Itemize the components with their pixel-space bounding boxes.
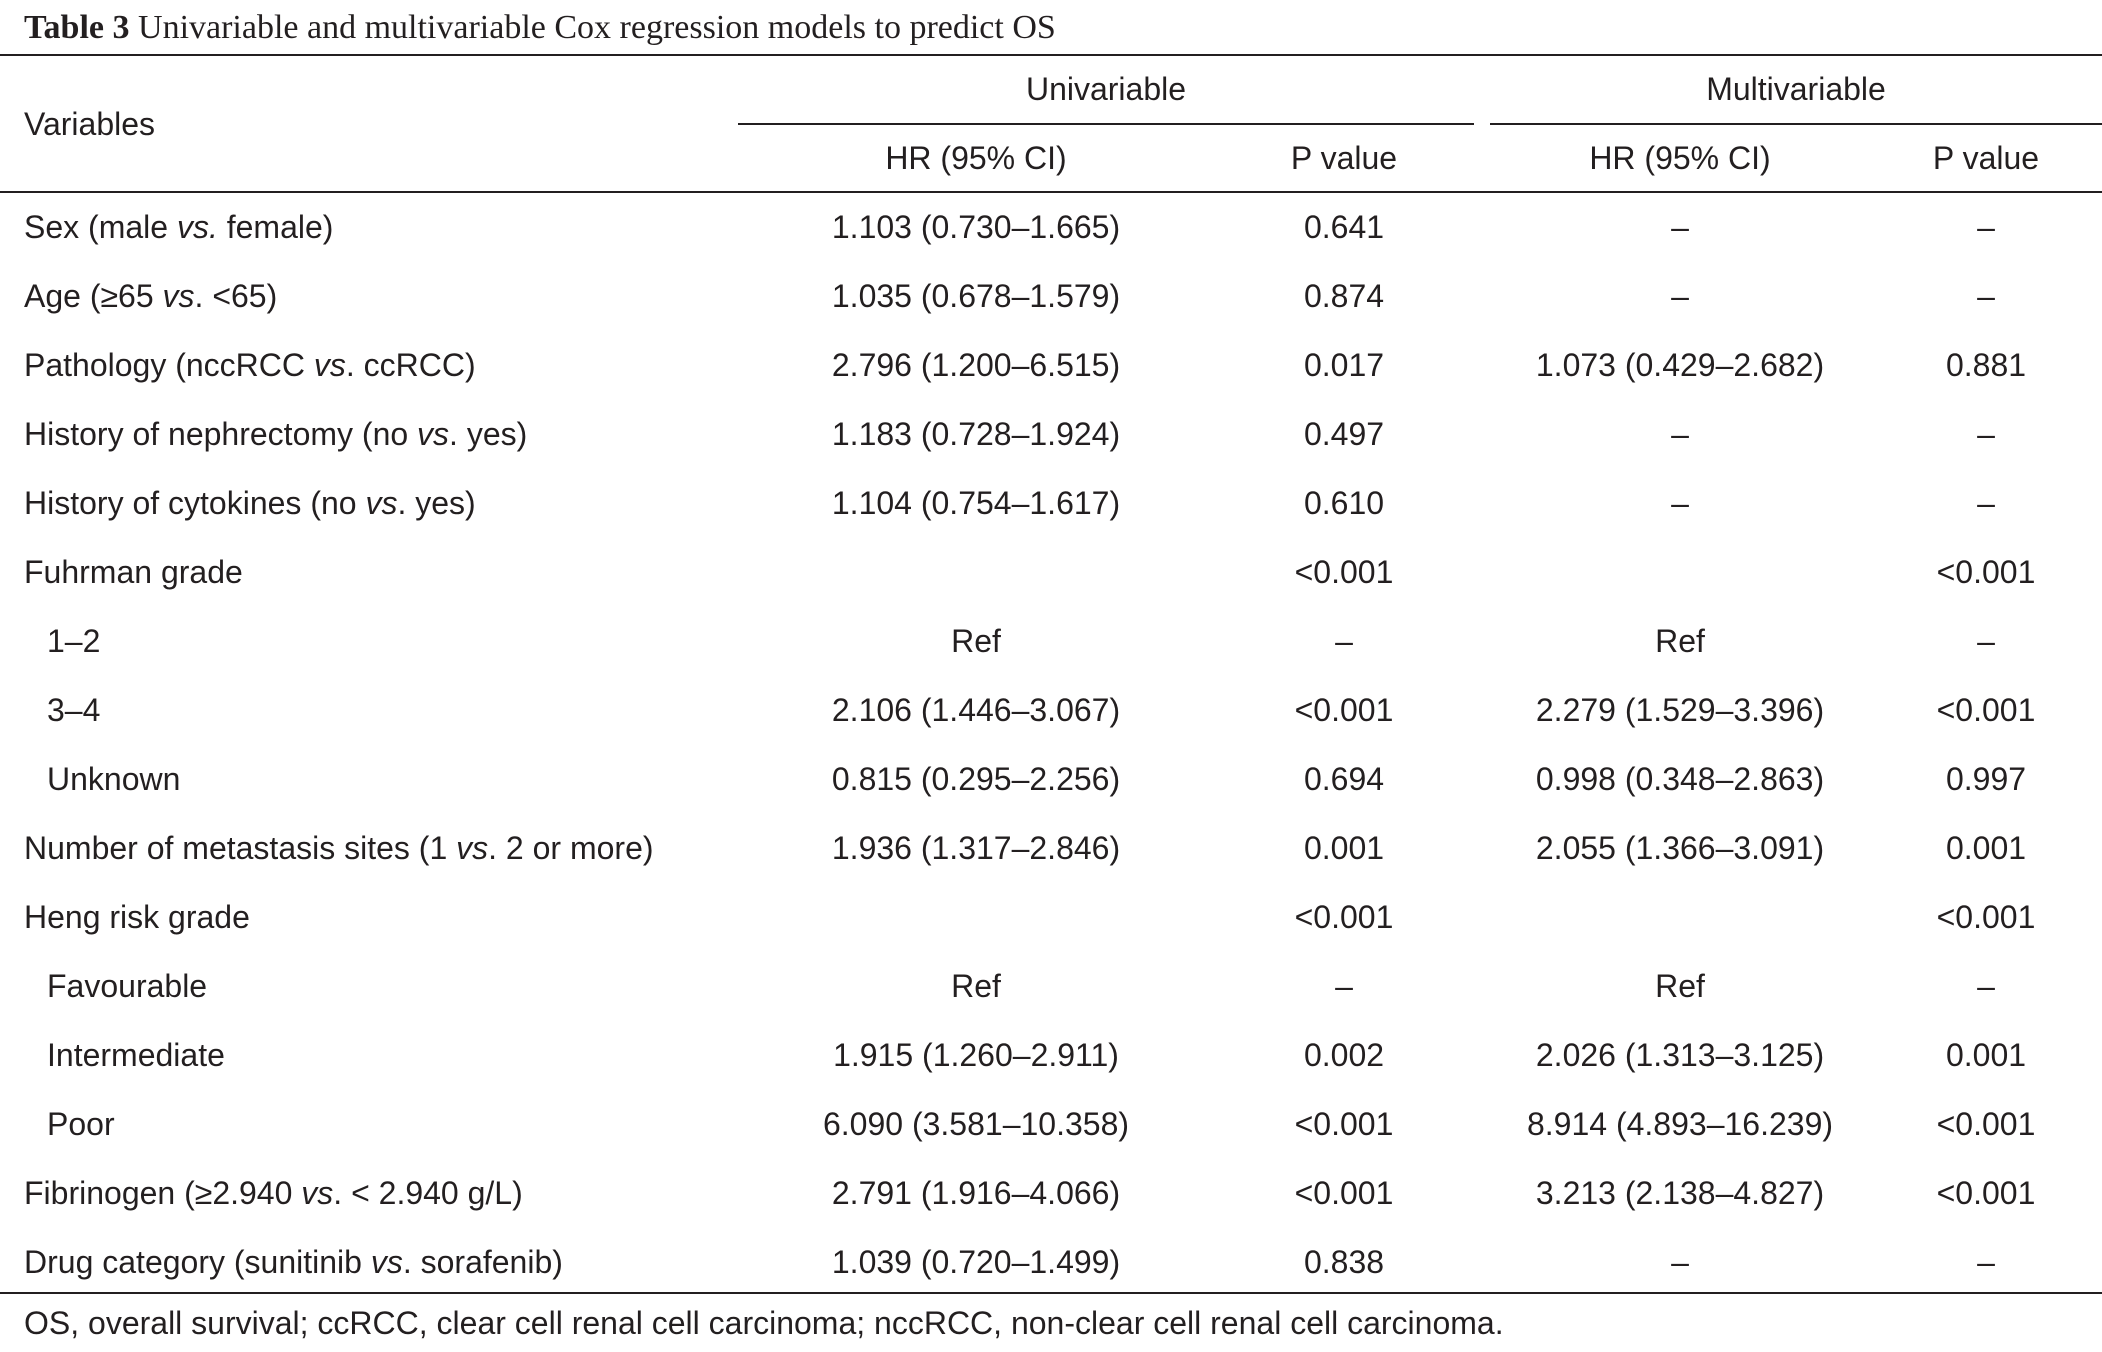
row-variable: Poor xyxy=(47,1105,115,1143)
univariable-p: 0.001 xyxy=(1214,829,1474,867)
univariable-p: <0.001 xyxy=(1214,898,1474,936)
multivariable-p: – xyxy=(1886,208,2086,246)
univariable-p: <0.001 xyxy=(1214,1105,1474,1143)
multivariable-p: – xyxy=(1886,484,2086,522)
multivariable-p: 0.001 xyxy=(1886,1036,2086,1074)
table-caption: Table 3 Univariable and multivariable Co… xyxy=(24,6,1056,50)
univariable-p: 0.641 xyxy=(1214,208,1474,246)
row-variable: Drug category (sunitinib vs. sorafenib) xyxy=(24,1243,563,1281)
univariable-p: 0.610 xyxy=(1214,484,1474,522)
univariable-hr-header: HR (95% CI) xyxy=(738,139,1214,177)
multivariable-hr: – xyxy=(1474,1243,1886,1281)
row-variable: Fuhrman grade xyxy=(24,553,243,591)
multivariable-hr: – xyxy=(1474,415,1886,453)
univariable-hr: Ref xyxy=(738,622,1214,660)
univariable-group-header: Univariable xyxy=(738,70,1474,108)
univariable-hr: 0.815 (0.295–2.256) xyxy=(738,760,1214,798)
univariable-p: 0.874 xyxy=(1214,277,1474,315)
row-variable: Sex (male vs. female) xyxy=(24,208,333,246)
univariable-p: 0.017 xyxy=(1214,346,1474,384)
multivariable-p: – xyxy=(1886,415,2086,453)
top-rule xyxy=(0,54,2102,56)
multivariable-hr: 2.055 (1.366–3.091) xyxy=(1474,829,1886,867)
univariable-p: 0.497 xyxy=(1214,415,1474,453)
multivariable-p: <0.001 xyxy=(1886,553,2086,591)
row-variable: Fibrinogen (≥2.940 vs. < 2.940 g/L) xyxy=(24,1174,523,1212)
table-caption-title: Univariable and multivariable Cox regres… xyxy=(138,9,1056,46)
row-variable: Pathology (nccRCC vs. ccRCC) xyxy=(24,346,476,384)
row-variable: 1–2 xyxy=(47,622,100,660)
univariable-hr: 2.796 (1.200–6.515) xyxy=(738,346,1214,384)
multivariable-hr: 3.213 (2.138–4.827) xyxy=(1474,1174,1886,1212)
multivariable-hr: Ref xyxy=(1474,622,1886,660)
row-variable: 3–4 xyxy=(47,691,100,729)
variables-header: Variables xyxy=(24,105,155,143)
multivariable-hr: 2.026 (1.313–3.125) xyxy=(1474,1036,1886,1074)
multivariable-p: <0.001 xyxy=(1886,691,2086,729)
multivariable-p: <0.001 xyxy=(1886,1105,2086,1143)
multivariable-p: <0.001 xyxy=(1886,898,2086,936)
multivariable-hr: – xyxy=(1474,277,1886,315)
multivariable-p: <0.001 xyxy=(1886,1174,2086,1212)
univariable-hr: 1.936 (1.317–2.846) xyxy=(738,829,1214,867)
univariable-p: 0.838 xyxy=(1214,1243,1474,1281)
multivariable-hr: 8.914 (4.893–16.239) xyxy=(1474,1105,1886,1143)
univariable-hr: 1.104 (0.754–1.617) xyxy=(738,484,1214,522)
univariable-p: 0.694 xyxy=(1214,760,1474,798)
multivariable-p: – xyxy=(1886,967,2086,1005)
row-variable: Favourable xyxy=(47,967,207,1005)
multivariable-hr: Ref xyxy=(1474,967,1886,1005)
multivariable-p: – xyxy=(1886,1243,2086,1281)
univariable-p: <0.001 xyxy=(1214,691,1474,729)
univariable-hr: 1.103 (0.730–1.665) xyxy=(738,208,1214,246)
row-variable: History of nephrectomy (no vs. yes) xyxy=(24,415,527,453)
multivariable-hr: 1.073 (0.429–2.682) xyxy=(1474,346,1886,384)
univariable-p-header: P value xyxy=(1214,139,1474,177)
univariable-hr: 1.915 (1.260–2.911) xyxy=(738,1036,1214,1074)
table-bottom-rule xyxy=(0,1292,2102,1294)
univariable-p: <0.001 xyxy=(1214,553,1474,591)
multivariable-hr-header: HR (95% CI) xyxy=(1474,139,1886,177)
multivariable-hr: – xyxy=(1474,484,1886,522)
multivariable-p: 0.881 xyxy=(1886,346,2086,384)
univariable-hr: 6.090 (3.581–10.358) xyxy=(738,1105,1214,1143)
table-footnote: OS, overall survival; ccRCC, clear cell … xyxy=(24,1304,1504,1342)
row-variable: Intermediate xyxy=(47,1036,225,1074)
multivariable-hr: – xyxy=(1474,208,1886,246)
univariable-p: – xyxy=(1214,967,1474,1005)
univariable-group-rule xyxy=(738,123,1474,125)
multivariable-group-header: Multivariable xyxy=(1490,70,2102,108)
univariable-p: 0.002 xyxy=(1214,1036,1474,1074)
multivariable-p: – xyxy=(1886,622,2086,660)
univariable-p: <0.001 xyxy=(1214,1174,1474,1212)
univariable-p: – xyxy=(1214,622,1474,660)
header-bottom-rule xyxy=(0,191,2102,193)
univariable-hr: 1.035 (0.678–1.579) xyxy=(738,277,1214,315)
univariable-hr: 1.183 (0.728–1.924) xyxy=(738,415,1214,453)
multivariable-p-header: P value xyxy=(1886,139,2086,177)
univariable-hr: 2.791 (1.916–4.066) xyxy=(738,1174,1214,1212)
univariable-hr: 1.039 (0.720–1.499) xyxy=(738,1243,1214,1281)
row-variable: Unknown xyxy=(47,760,180,798)
univariable-hr: Ref xyxy=(738,967,1214,1005)
row-variable: Number of metastasis sites (1 vs. 2 or m… xyxy=(24,829,654,867)
multivariable-hr: 2.279 (1.529–3.396) xyxy=(1474,691,1886,729)
multivariable-p: 0.001 xyxy=(1886,829,2086,867)
row-variable: History of cytokines (no vs. yes) xyxy=(24,484,476,522)
multivariable-hr: 0.998 (0.348–2.863) xyxy=(1474,760,1886,798)
univariable-hr: 2.106 (1.446–3.067) xyxy=(738,691,1214,729)
table-caption-label: Table 3 xyxy=(24,9,130,46)
multivariable-p: 0.997 xyxy=(1886,760,2086,798)
multivariable-group-rule xyxy=(1490,123,2102,125)
row-variable: Age (≥65 vs. <65) xyxy=(24,277,277,315)
row-variable: Heng risk grade xyxy=(24,898,250,936)
multivariable-p: – xyxy=(1886,277,2086,315)
